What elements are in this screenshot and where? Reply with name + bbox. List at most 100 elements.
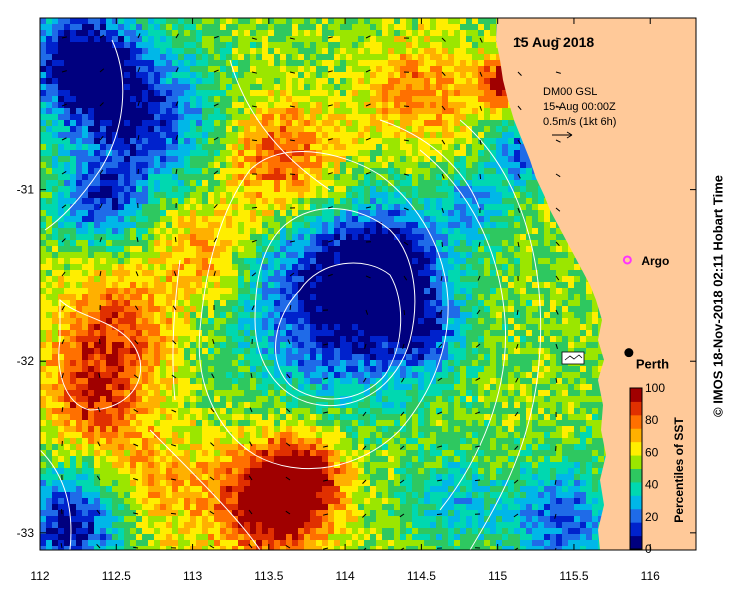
sst-cell (76, 282, 82, 288)
sst-cell (562, 312, 568, 318)
sst-cell (376, 324, 382, 330)
sst-cell (394, 96, 400, 102)
sst-cell (166, 78, 172, 84)
sst-cell (172, 36, 178, 42)
sst-cell (304, 282, 310, 288)
sst-cell (94, 234, 100, 240)
sst-cell (124, 198, 130, 204)
sst-cell (358, 282, 364, 288)
sst-cell (460, 240, 466, 246)
sst-cell (100, 108, 106, 114)
sst-cell (118, 252, 124, 258)
sst-cell (40, 204, 46, 210)
sst-cell (304, 54, 310, 60)
sst-cell (418, 114, 424, 120)
sst-cell (160, 78, 166, 84)
sst-cell (460, 150, 466, 156)
sst-cell (166, 306, 172, 312)
sst-cell (364, 240, 370, 246)
sst-cell (172, 288, 178, 294)
sst-cell (532, 240, 538, 246)
sst-cell (526, 318, 532, 324)
sst-cell (94, 84, 100, 90)
sst-cell (322, 276, 328, 282)
sst-cell (226, 168, 232, 174)
sst-cell (226, 114, 232, 120)
sst-cell (436, 216, 442, 222)
sst-cell (178, 192, 184, 198)
sst-cell (94, 174, 100, 180)
sst-cell (388, 60, 394, 66)
sst-cell (502, 138, 508, 144)
sst-cell (400, 90, 406, 96)
sst-cell (142, 234, 148, 240)
sst-cell (496, 150, 502, 156)
sst-cell (88, 156, 94, 162)
sst-cell (352, 132, 358, 138)
sst-cell (82, 120, 88, 126)
sst-cell (472, 210, 478, 216)
sst-cell (520, 246, 526, 252)
sst-cell (280, 96, 286, 102)
sst-cell (250, 318, 256, 324)
sst-cell (142, 264, 148, 270)
sst-cell (334, 78, 340, 84)
sst-cell (274, 282, 280, 288)
sst-cell (418, 60, 424, 66)
sst-cell (292, 72, 298, 78)
sst-cell (478, 300, 484, 306)
sst-cell (364, 294, 370, 300)
sst-cell (520, 270, 526, 276)
sst-cell (490, 168, 496, 174)
sst-cell (268, 306, 274, 312)
sst-cell (310, 312, 316, 318)
sst-cell (454, 126, 460, 132)
sst-cell (196, 150, 202, 156)
sst-cell (148, 252, 154, 258)
sst-cell (436, 120, 442, 126)
sst-cell (262, 72, 268, 78)
sst-cell (166, 144, 172, 150)
sst-cell (64, 96, 70, 102)
sst-cell (124, 72, 130, 78)
sst-cell (88, 246, 94, 252)
sst-cell (322, 84, 328, 90)
sst-cell (436, 192, 442, 198)
sst-cell (382, 222, 388, 228)
sst-cell (118, 90, 124, 96)
sst-cell (226, 222, 232, 228)
sst-cell (532, 216, 538, 222)
sst-cell (202, 300, 208, 306)
sst-cell (472, 216, 478, 222)
sst-cell (304, 36, 310, 42)
sst-cell (298, 282, 304, 288)
sst-cell (370, 222, 376, 228)
sst-cell (262, 258, 268, 264)
sst-cell (460, 252, 466, 258)
sst-cell (298, 246, 304, 252)
sst-cell (88, 36, 94, 42)
sst-cell (196, 270, 202, 276)
sst-cell (64, 264, 70, 270)
sst-cell (496, 222, 502, 228)
sst-cell (244, 144, 250, 150)
sst-cell (418, 240, 424, 246)
sst-cell (532, 198, 538, 204)
sst-cell (124, 42, 130, 48)
sst-cell (352, 66, 358, 72)
sst-cell (100, 84, 106, 90)
sst-cell (172, 282, 178, 288)
sst-cell (454, 72, 460, 78)
sst-cell (304, 192, 310, 198)
sst-cell (484, 306, 490, 312)
sst-cell (88, 30, 94, 36)
sst-cell (340, 318, 346, 324)
sst-cell (244, 150, 250, 156)
sst-cell (106, 228, 112, 234)
sst-cell (100, 204, 106, 210)
sst-cell (484, 144, 490, 150)
sst-cell (262, 222, 268, 228)
sst-cell (382, 102, 388, 108)
sst-cell (172, 180, 178, 186)
sst-cell (46, 252, 52, 258)
